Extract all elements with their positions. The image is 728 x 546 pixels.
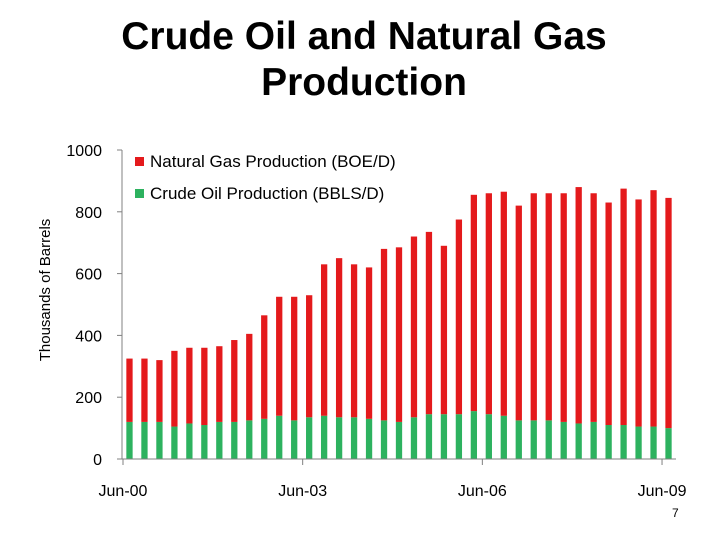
bar-crude-oil — [201, 425, 208, 459]
bar-natural-gas — [350, 264, 358, 418]
bar-crude-oil — [261, 418, 268, 459]
bar-natural-gas — [216, 346, 223, 422]
bar-crude-oil — [141, 421, 148, 459]
bar-crude-oil — [380, 420, 388, 459]
bar-crude-oil — [425, 414, 433, 459]
x-tick-label: Jun-09 — [638, 483, 687, 500]
bar-natural-gas — [171, 350, 178, 427]
bar-crude-oil — [455, 414, 463, 459]
x-tick-label: Jun-03 — [278, 483, 327, 500]
bar-crude-oil — [276, 415, 283, 459]
bar-crude-oil — [545, 420, 552, 459]
bar-natural-gas — [141, 358, 148, 422]
legend-label-oil: Crude Oil Production (BBLS/D) — [150, 184, 384, 203]
bar-natural-gas — [231, 340, 238, 422]
bar-natural-gas — [126, 358, 133, 422]
axes — [121, 150, 676, 460]
bar-crude-oil — [350, 417, 358, 459]
bar-natural-gas — [395, 247, 403, 422]
bar-natural-gas — [291, 296, 298, 421]
legend-swatch-oil — [135, 189, 144, 198]
bar-natural-gas — [620, 188, 627, 426]
bar-crude-oil — [186, 423, 193, 459]
bar-natural-gas — [590, 193, 597, 422]
bar-crude-oil — [635, 426, 642, 459]
y-tick-label: 0 — [93, 452, 102, 469]
bar-crude-oil — [246, 420, 253, 459]
plot-area — [126, 187, 672, 459]
bar-crude-oil — [171, 426, 178, 459]
bar-crude-oil — [156, 421, 163, 459]
y-tick-label: 1000 — [66, 143, 102, 160]
title-line-2: Production — [261, 61, 467, 104]
bar-crude-oil — [410, 417, 418, 459]
legend-swatch-gas — [135, 157, 144, 166]
bar-natural-gas — [320, 264, 328, 416]
bar-natural-gas — [186, 347, 193, 424]
bar-natural-gas — [246, 333, 253, 421]
bar-natural-gas — [410, 236, 418, 418]
bar-natural-gas — [440, 245, 448, 415]
bar-crude-oil — [515, 420, 522, 459]
bar-crude-oil — [575, 423, 582, 459]
bar-natural-gas — [530, 193, 537, 421]
bar-crude-oil — [470, 411, 478, 459]
bar-natural-gas — [635, 199, 642, 427]
title-line-1: Crude Oil and Natural Gas — [121, 15, 607, 58]
y-axis-label: Thousands of Barrels — [37, 219, 54, 362]
y-tick-label: 600 — [75, 267, 102, 284]
bar-natural-gas — [575, 187, 582, 424]
bar-natural-gas — [560, 193, 567, 422]
bar-natural-gas — [455, 219, 463, 415]
slide-title: Crude Oil and Natural Gas Production — [0, 14, 728, 106]
bar-natural-gas — [380, 248, 388, 421]
bar-crude-oil — [500, 415, 507, 459]
bar-natural-gas — [201, 347, 208, 426]
bar-natural-gas — [500, 191, 507, 416]
x-tick-label: Jun-00 — [99, 483, 148, 500]
bar-crude-oil — [485, 414, 492, 459]
bar-crude-oil — [306, 417, 313, 459]
bar-crude-oil — [291, 420, 298, 459]
bar-natural-gas — [515, 205, 522, 421]
y-ticks: 0 200 400 600 800 1000 — [66, 143, 122, 469]
y-tick-label: 400 — [75, 328, 102, 345]
legend: Natural Gas Production (BOE/D) Crude Oil … — [135, 152, 396, 203]
bar-crude-oil — [650, 426, 657, 459]
bar-crude-oil — [560, 421, 567, 459]
bar-natural-gas — [365, 267, 373, 419]
legend-label-gas: Natural Gas Production (BOE/D) — [150, 152, 396, 171]
bar-crude-oil — [590, 421, 597, 459]
bar-natural-gas — [425, 231, 433, 415]
bar-natural-gas — [665, 197, 672, 429]
bar-natural-gas — [545, 193, 552, 421]
bar-natural-gas — [605, 202, 612, 426]
bar-natural-gas — [276, 296, 283, 416]
bar-natural-gas — [485, 193, 492, 415]
bar-crude-oil — [530, 420, 537, 459]
bar-crude-oil — [605, 425, 612, 459]
bar-crude-oil — [320, 415, 328, 459]
bar-crude-oil — [216, 421, 223, 459]
bar-natural-gas — [156, 360, 163, 422]
bar-crude-oil — [395, 421, 403, 459]
bar-crude-oil — [231, 421, 238, 459]
x-ticks: Jun-00 Jun-03 Jun-06 Jun-09 — [99, 459, 687, 500]
bar-natural-gas — [650, 190, 657, 427]
y-tick-label: 800 — [75, 205, 102, 222]
bar-natural-gas — [306, 295, 313, 418]
bar-crude-oil — [665, 428, 672, 459]
bar-crude-oil — [365, 418, 373, 459]
bar-natural-gas — [470, 194, 478, 412]
bar-crude-oil — [440, 414, 448, 459]
page-number: 7 — [672, 506, 679, 520]
bar-natural-gas — [335, 258, 343, 418]
x-tick-label: Jun-06 — [458, 483, 507, 500]
y-tick-label: 200 — [75, 390, 102, 407]
bar-crude-oil — [126, 421, 133, 459]
bar-natural-gas — [261, 315, 268, 419]
bar-crude-oil — [620, 425, 627, 459]
bar-crude-oil — [335, 417, 343, 459]
